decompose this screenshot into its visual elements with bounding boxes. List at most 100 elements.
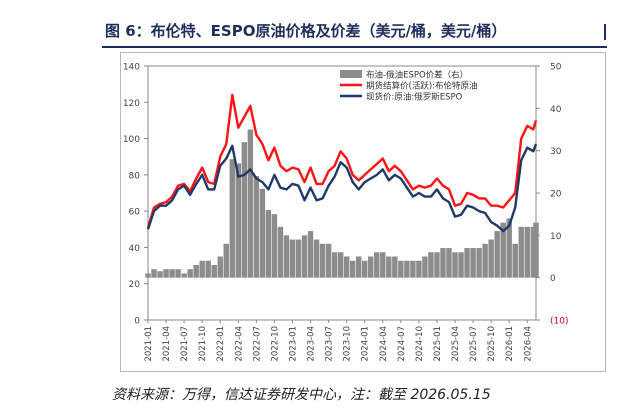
brent-price-line — [146, 93, 538, 228]
spread-bar — [163, 269, 169, 278]
legend-swatch-bar — [340, 70, 362, 78]
y-right-tick-label: 20 — [550, 190, 562, 200]
spread-bar — [193, 264, 199, 278]
spread-bar — [416, 260, 422, 278]
espo-price-line — [146, 143, 538, 233]
spread-bar — [440, 248, 446, 278]
spread-bar — [283, 235, 290, 278]
y-right-tick-label: 0 — [550, 274, 556, 284]
spread-bar — [199, 260, 205, 278]
spread-bar — [452, 252, 458, 278]
spread-bar — [223, 243, 229, 278]
spread-bar — [247, 129, 254, 278]
chart-frame — [120, 52, 606, 372]
source-note: 资料来源：万得，信达证券研发中心，注：截至 2026.05.15 — [112, 387, 491, 403]
spread-bar — [392, 256, 398, 278]
x-tick-label: 2022-04 — [234, 326, 244, 362]
spread-bar — [289, 239, 296, 278]
spread-bar — [169, 269, 175, 278]
spread-bar — [368, 256, 374, 278]
y-left-tick-label: 0 — [134, 317, 140, 327]
y-right-tick-label: (10) — [550, 317, 568, 327]
spread-bar — [175, 269, 181, 278]
spread-bar — [187, 269, 193, 278]
spread-bar — [380, 252, 386, 278]
spread-bar — [386, 256, 392, 278]
price-lines — [146, 93, 538, 233]
spread-bar — [277, 226, 284, 278]
spread-bar — [325, 243, 332, 278]
spread-bar — [241, 142, 248, 278]
y-left-tick-label: 80 — [129, 171, 141, 181]
x-tick-label: 2022-10 — [270, 326, 280, 362]
x-tick-label: 2025-10 — [487, 326, 497, 362]
y-right-tick-label: 40 — [550, 105, 562, 115]
x-tick-label: 2023-04 — [307, 326, 317, 362]
spread-bar — [265, 209, 272, 278]
y-left-tick-label: 40 — [129, 244, 141, 254]
y-left-tick-label: 120 — [123, 99, 140, 109]
x-tick-label: 2025-01 — [433, 326, 443, 362]
spread-bar — [428, 252, 434, 278]
y-left-tick-label: 60 — [129, 208, 141, 218]
spread-bar — [362, 260, 368, 278]
x-tick-label: 2022-07 — [252, 326, 262, 362]
spread-bar — [374, 252, 380, 278]
x-tick-label: 2024-07 — [397, 326, 407, 362]
spread-bar — [313, 239, 320, 278]
spread-bar — [205, 260, 211, 278]
x-tick-label: 2025-04 — [451, 326, 461, 362]
legend-label: 现货价:原油:俄罗斯ESPO — [366, 92, 463, 103]
spread-bar — [476, 248, 482, 278]
spread-bar — [530, 226, 536, 278]
x-tick-label: 2021-10 — [198, 326, 208, 362]
x-tick-label: 2023-10 — [343, 326, 353, 362]
spread-bar — [404, 260, 410, 278]
spread-bar — [229, 159, 235, 278]
y-right-tick-label: 10 — [550, 232, 562, 242]
spread-bar — [337, 252, 344, 278]
spread-bar — [235, 163, 242, 278]
spread-bar — [458, 252, 464, 278]
y-left-tick-label: 100 — [123, 135, 140, 145]
spread-bar — [482, 243, 488, 278]
spread-bar — [145, 273, 151, 278]
spread-bar — [500, 222, 506, 278]
spread-bar — [494, 231, 500, 278]
spread-bar — [524, 226, 530, 278]
spread-bar — [518, 226, 524, 278]
legend-label: 布油-俄油ESPO价差（右） — [366, 70, 468, 81]
spread-bar — [470, 248, 476, 278]
x-tick-label: 2021-01 — [144, 326, 154, 362]
title-marker — [604, 24, 606, 40]
plot-area — [147, 65, 537, 321]
spread-bar — [253, 176, 260, 278]
spread-bar — [211, 264, 217, 278]
spread-bar — [295, 239, 302, 278]
x-tick-label: 2025-07 — [469, 326, 479, 362]
x-tick-label: 2024-10 — [415, 326, 425, 362]
x-tick-label: 2024-01 — [361, 326, 371, 362]
spread-bar — [512, 243, 518, 278]
spread-bars — [145, 129, 539, 278]
spread-bar — [533, 222, 539, 278]
title-underline — [102, 46, 607, 48]
spread-bar — [343, 256, 350, 278]
spread-bar — [157, 271, 163, 278]
spread-bar — [464, 248, 470, 278]
spread-bar — [422, 256, 428, 278]
y-right-tick-label: 30 — [550, 147, 562, 157]
y-left-tick-label: 140 — [123, 63, 140, 73]
x-tick-label: 2023-07 — [325, 326, 335, 362]
spread-bar — [271, 214, 278, 278]
spread-bar — [301, 235, 308, 278]
spread-bar — [410, 260, 416, 278]
axes: 0 20 40 60 80 100 120 140 (10) 0 10 20 30 40 50 2021-01… — [123, 63, 569, 362]
x-tick-label: 2021-07 — [180, 326, 190, 362]
spread-bar — [331, 252, 338, 278]
spread-bar — [446, 248, 452, 278]
spread-bar — [398, 260, 404, 278]
x-tick-label: 2021-04 — [162, 326, 172, 362]
y-right-tick-label: 50 — [550, 63, 562, 73]
